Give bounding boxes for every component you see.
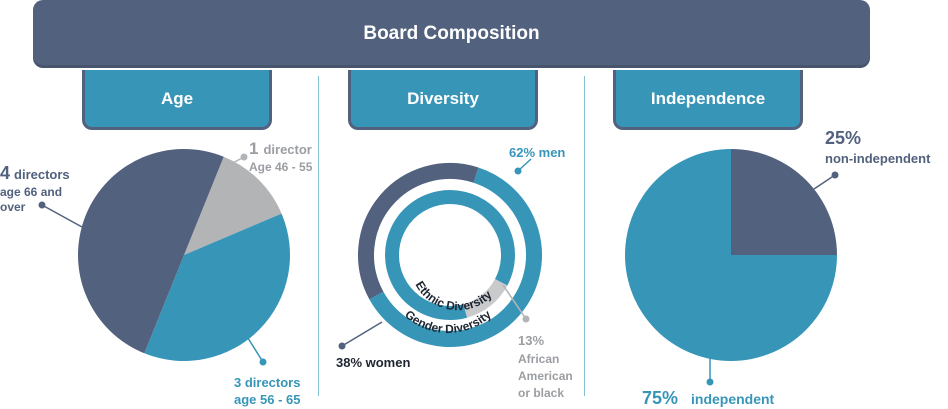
independence-section-title: Independence [650, 88, 766, 108]
ethnic-label-line1: African [518, 352, 559, 366]
independence-slice-non-independent [731, 149, 837, 255]
age66-dot [38, 201, 46, 209]
age56-label-line2: age 56 - 65 [234, 392, 301, 407]
independent-label: independent [691, 391, 775, 407]
men-label: 62% men [509, 145, 565, 160]
independence-slice-independent [625, 149, 837, 361]
ethnic-label-line3: or black [518, 386, 564, 400]
non-independent-dot [831, 171, 839, 179]
age66-count: 4 [0, 163, 10, 183]
age-section-header: Age [82, 70, 272, 130]
age66-label-line3: over [0, 200, 26, 214]
age-section-title: Age [160, 88, 194, 108]
age-slice-age-46-55 [184, 156, 282, 255]
independent-pct: 75% [642, 388, 678, 408]
age66-label-line1: 4 directors [0, 163, 70, 183]
age66-label-line2: age 66 and [0, 185, 62, 199]
age-slice-age-66-and-over [78, 148, 224, 354]
women-dot [338, 342, 346, 350]
age56-label-line1: 3 directors [234, 375, 300, 390]
men-dot [514, 167, 522, 175]
non-independent-label: non-independent [825, 151, 931, 166]
age46-range: Age 46 - 55 [249, 160, 313, 174]
section-divider-left [318, 76, 319, 396]
board-composition-banner: Board Composition [33, 0, 870, 68]
diversity-section-title: Diversity [407, 88, 479, 108]
gender-arc-women [358, 163, 479, 300]
diversity-section-header: Diversity [348, 70, 538, 130]
age66-word: directors [14, 167, 70, 182]
page-title: Board Composition [363, 23, 540, 44]
age-pie [78, 148, 290, 361]
women-label: 38% women [336, 355, 410, 370]
age-slice-age-56-65 [144, 213, 290, 361]
ethnic-pct-label: 13% [518, 333, 544, 348]
age46-count: 1 [249, 139, 258, 158]
diversity-rings [358, 163, 542, 347]
independent-dot [706, 378, 714, 386]
age56-dot [259, 358, 267, 366]
ethnic-arc-other [385, 190, 515, 320]
gender-arc-men [369, 167, 542, 347]
section-divider-right [584, 76, 585, 396]
independence-pie [625, 149, 837, 361]
ethnic-label-line2: American [518, 369, 573, 383]
independence-leaders [709, 174, 836, 382]
age46-dot [240, 153, 248, 161]
ethnic-dot [522, 315, 530, 323]
independence-section-header: Independence [613, 70, 803, 130]
age46-label-line1: 1 director [249, 139, 312, 158]
ethnic-arc-african-american-or-black [463, 278, 508, 318]
age46-word: director [263, 142, 311, 157]
non-independent-pct: 25% [825, 128, 861, 148]
